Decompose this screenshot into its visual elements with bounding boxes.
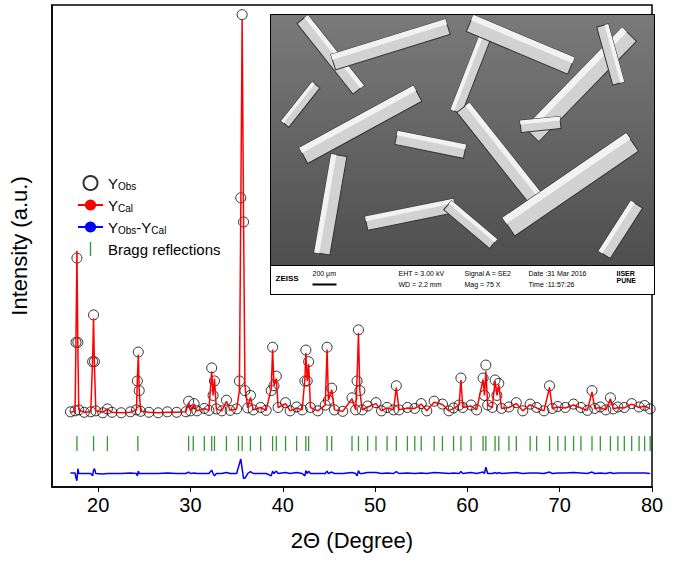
svg-text:Mag = 75 X: Mag = 75 X — [465, 281, 501, 289]
svg-text:Intensity (a.u.): Intensity (a.u.) — [7, 176, 32, 315]
svg-text:80: 80 — [641, 494, 663, 516]
svg-text:PUNE: PUNE — [617, 277, 637, 284]
svg-text:Y: Y — [108, 175, 118, 192]
svg-text:2Θ (Degree): 2Θ (Degree) — [291, 528, 413, 553]
svg-text:Time :11:57:26: Time :11:57:26 — [529, 281, 575, 288]
svg-text:50: 50 — [364, 494, 386, 516]
svg-text:EHT = 3.00 kV: EHT = 3.00 kV — [399, 270, 445, 277]
svg-text:IISER: IISER — [617, 270, 637, 277]
svg-text:60: 60 — [456, 494, 478, 516]
svg-text:Obs: Obs — [118, 225, 136, 236]
svg-text:Cal: Cal — [151, 225, 166, 236]
svg-text:Cal: Cal — [118, 203, 133, 214]
svg-text:70: 70 — [549, 494, 571, 516]
svg-text:200 µm: 200 µm — [313, 270, 337, 278]
svg-text:Y: Y — [108, 197, 118, 214]
svg-text:-Y: -Y — [136, 219, 151, 236]
svg-text:Obs: Obs — [118, 181, 136, 192]
svg-text:ZEISS: ZEISS — [276, 274, 300, 283]
svg-text:Signal A = SE2: Signal A = SE2 — [465, 270, 512, 278]
svg-text:30: 30 — [179, 494, 201, 516]
svg-text:Y: Y — [108, 219, 118, 236]
svg-text:20: 20 — [87, 494, 109, 516]
svg-text:Date :31 Mar 2016: Date :31 Mar 2016 — [529, 270, 587, 277]
svg-text:Bragg reflections: Bragg reflections — [108, 241, 221, 258]
svg-text:40: 40 — [272, 494, 294, 516]
svg-text:WD = 2.2 mm: WD = 2.2 mm — [399, 281, 442, 288]
